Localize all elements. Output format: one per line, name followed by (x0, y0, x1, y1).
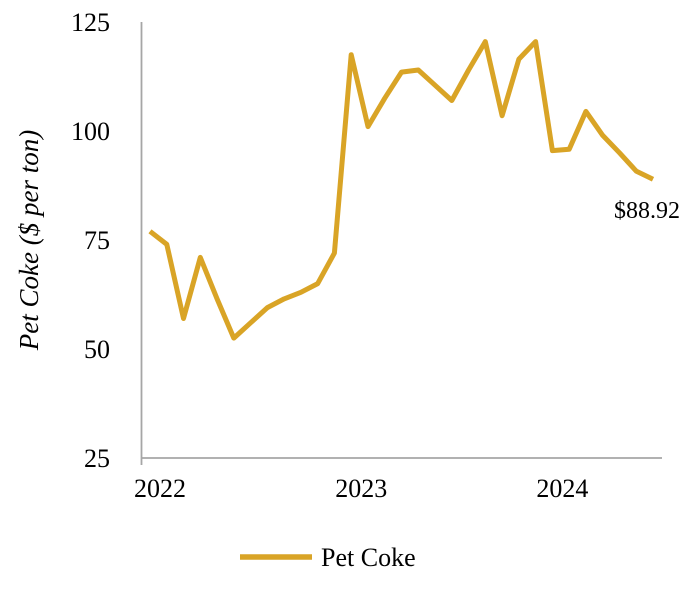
y-tick-label: 75 (84, 226, 110, 255)
x-year-label: 2023 (335, 474, 387, 503)
x-axis-year-labels: 2022 2023 2024 (134, 474, 588, 503)
y-axis-tick-labels: 125 100 75 50 25 (71, 8, 110, 473)
legend-label: Pet Coke (321, 543, 416, 572)
y-tick-label: 25 (84, 444, 110, 473)
y-tick-label: 50 (84, 335, 110, 364)
x-year-label: 2022 (134, 474, 186, 503)
y-tick-label: 100 (71, 117, 110, 146)
legend: Pet Coke (240, 543, 416, 572)
pet-coke-line-series (148, 39, 655, 341)
last-value-annotation: $88.92 (614, 198, 680, 224)
y-tick-label: 125 (71, 8, 110, 37)
y-axis-title: Pet Coke ($ per ton) (14, 130, 44, 351)
x-year-label: 2024 (536, 474, 588, 503)
